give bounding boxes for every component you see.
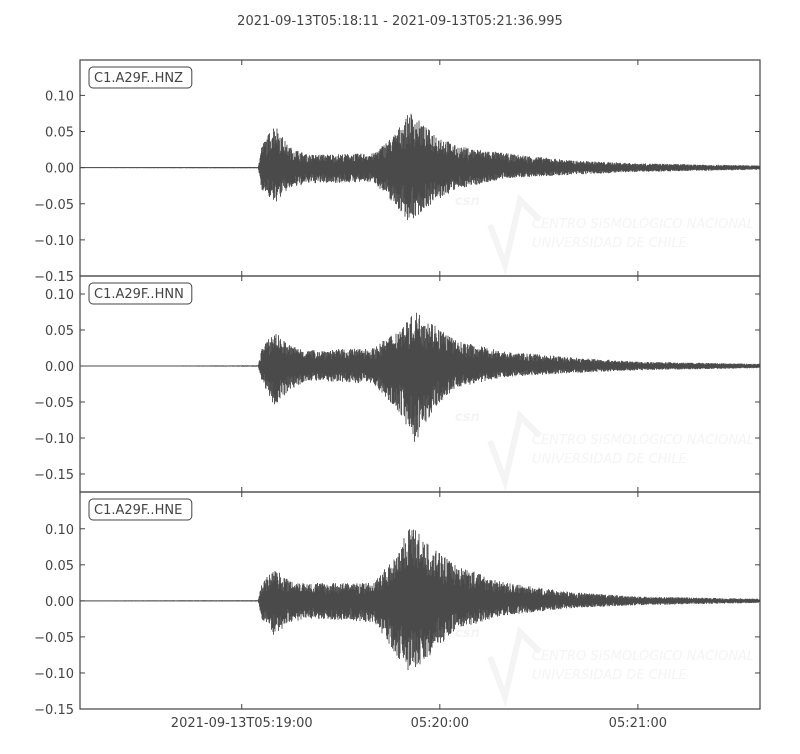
trace-label-text: C1.A29F..HNN (94, 287, 184, 302)
y-tick-label: 0.10 (45, 288, 74, 303)
x-tick-label: 05:20:00 (411, 716, 469, 731)
x-tick-label: 05:21:00 (609, 716, 667, 731)
y-tick-label: 0.05 (45, 126, 74, 141)
trace-label-text: C1.A29F..HNE (94, 503, 182, 518)
trace-label: C1.A29F..HNE (88, 498, 193, 521)
y-tick-label: −0.10 (34, 234, 74, 249)
panel-hnz: csn CENTRO SISMOLÓGICO NACIONAL UNIVERSIDA… (34, 59, 761, 285)
watermark-logo-text: csn (455, 626, 480, 641)
y-tick-label: −0.15 (34, 468, 74, 483)
y-tick-label: 0.00 (45, 595, 74, 610)
watermark-logo-text: csn (455, 194, 480, 209)
watermark-line1: CENTRO SISMOLÓGICO NACIONAL (532, 216, 754, 232)
y-tick-label: −0.05 (34, 198, 74, 213)
waveform-hnz (79, 113, 760, 221)
watermark-logo-text: csn (455, 410, 480, 425)
trace-label: C1.A29F..HNZ (88, 66, 193, 89)
y-tick-label: 0.05 (45, 559, 74, 574)
x-tick-label: 2021-09-13T05:19:00 (171, 716, 313, 731)
trace-label-box (88, 498, 193, 521)
y-tick-label: 0.00 (45, 162, 74, 177)
watermark-line1: CENTRO SISMOLÓGICO NACIONAL (532, 648, 754, 664)
y-tick-label: −0.10 (34, 432, 74, 447)
y-tick-label: 0.10 (45, 523, 74, 538)
watermark-logo: csn CENTRO SISMOLÓGICO NACIONAL UNIVERSIDA… (455, 410, 754, 492)
watermark-wave-icon (487, 626, 543, 708)
watermark-logo: csn CENTRO SISMOLÓGICO NACIONAL UNIVERSIDA… (455, 194, 754, 276)
y-tick-label: −0.05 (34, 631, 74, 646)
y-tick-label: −0.05 (34, 396, 74, 411)
y-tick-label: −0.15 (34, 703, 74, 718)
watermark-line2: UNIVERSIDAD DE CHILE (532, 236, 688, 251)
chart-title: 2021-09-13T05:18:11 - 2021-09-13T05:21:3… (237, 14, 563, 29)
trace-label-box (88, 282, 193, 305)
trace-label: C1.A29F..HNN (88, 282, 193, 305)
y-tick-label: −0.10 (34, 667, 74, 682)
watermark-line2: UNIVERSIDAD DE CHILE (532, 452, 688, 467)
y-tick-label: 0.05 (45, 324, 74, 339)
waveform-hnn (79, 312, 760, 442)
panel-hnn: csn CENTRO SISMOLÓGICO NACIONAL UNIVERSIDA… (34, 275, 761, 493)
watermark-wave-icon (487, 194, 543, 276)
watermark-line2: UNIVERSIDAD DE CHILE (532, 668, 688, 683)
watermark-wave-icon (487, 410, 543, 492)
trace-label-text: C1.A29F..HNZ (94, 71, 183, 86)
watermark-logo: csn CENTRO SISMOLÓGICO NACIONAL UNIVERSIDA… (455, 626, 754, 708)
y-tick-label: 0.00 (45, 360, 74, 375)
watermark-line1: CENTRO SISMOLÓGICO NACIONAL (532, 432, 754, 448)
y-tick-label: −0.15 (34, 270, 74, 285)
y-tick-label: 0.10 (45, 89, 74, 104)
trace-label-box (88, 66, 193, 89)
panel-hne: csn CENTRO SISMOLÓGICO NACIONAL UNIVERSIDA… (34, 491, 761, 718)
